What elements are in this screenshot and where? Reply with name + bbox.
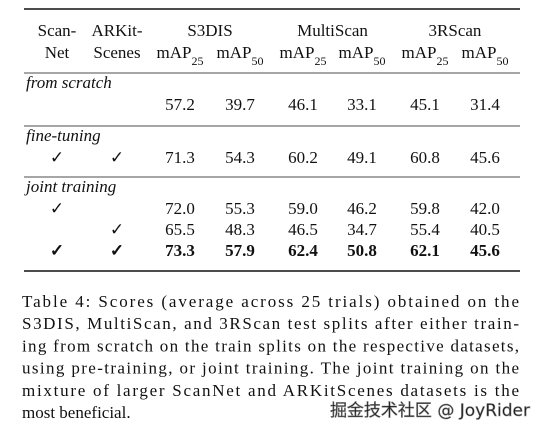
check-cell: ✓ <box>50 241 64 260</box>
score-cell: 40.5 <box>470 220 500 239</box>
metric-name: mAP <box>339 43 374 62</box>
header-cell: ARKit- <box>92 21 143 40</box>
score-cell: 54.3 <box>225 148 255 167</box>
metric-name: mAP <box>280 43 315 62</box>
score-cell: 59.8 <box>410 199 440 218</box>
header-cell: Scenes <box>93 43 140 62</box>
score-cell: 62.1 <box>410 241 440 260</box>
metric-subscript: 25 <box>314 54 326 68</box>
group-header: MultiScan <box>297 21 368 40</box>
check-cell: ✓ <box>110 241 124 260</box>
section-title: joint training <box>24 177 116 196</box>
score-cell: 59.0 <box>288 199 318 218</box>
score-cell: 65.5 <box>165 220 195 239</box>
score-cell: 46.2 <box>347 199 377 218</box>
score-cell: 31.4 <box>470 95 500 114</box>
score-cell: 73.3 <box>165 241 195 260</box>
caption-line: using pre-training, or joint training. T… <box>22 359 519 378</box>
metric-name: mAP <box>157 43 192 62</box>
score-cell: 49.1 <box>347 148 377 167</box>
metric-header: mAP50 <box>339 43 386 68</box>
score-cell: 57.9 <box>225 241 255 260</box>
check-cell: ✓ <box>110 148 124 167</box>
score-cell: 60.8 <box>410 148 440 167</box>
score-cell: 45.6 <box>470 241 500 260</box>
score-cell: 45.1 <box>410 95 440 114</box>
metric-subscript: 25 <box>436 54 448 68</box>
header-cell: Net <box>45 43 70 62</box>
metric-subscript: 50 <box>251 54 263 68</box>
watermark: 掘金技术社区 @ JoyRider <box>330 401 530 421</box>
score-cell: 62.4 <box>288 241 318 260</box>
score-cell: 72.0 <box>165 199 195 218</box>
metric-subscript: 25 <box>191 54 203 68</box>
caption-line: S3DIS, MultiScan, and 3RScan test splits… <box>22 314 519 333</box>
metric-name: mAP <box>217 43 252 62</box>
check-cell: ✓ <box>50 148 64 167</box>
score-cell: 46.5 <box>288 220 318 239</box>
check-cell: ✓ <box>50 199 64 218</box>
metric-name: mAP <box>402 43 437 62</box>
score-cell: 71.3 <box>165 148 195 167</box>
score-cell: 55.4 <box>410 220 440 239</box>
score-cell: 55.3 <box>225 199 255 218</box>
score-cell: 39.7 <box>225 95 255 114</box>
group-header: S3DIS <box>187 21 232 40</box>
header-cell: Scan- <box>38 21 77 40</box>
metric-header: mAP25 <box>402 43 449 68</box>
score-cell: 42.0 <box>470 199 500 218</box>
caption-line: ing from scratch on the train splits on … <box>22 336 519 355</box>
metric-name: mAP <box>462 43 497 62</box>
score-cell: 34.7 <box>347 220 377 239</box>
caption-line: mixture of larger ScanNet and ARKitScene… <box>22 381 519 400</box>
metric-header: mAP25 <box>157 43 204 68</box>
metric-header: mAP25 <box>280 43 327 68</box>
metric-header: mAP50 <box>462 43 509 68</box>
score-cell: 33.1 <box>347 95 377 114</box>
caption-line: Table 4: Scores (average across 25 trial… <box>22 292 519 311</box>
score-cell: 57.2 <box>165 95 195 114</box>
group-header: 3RScan <box>429 21 482 40</box>
score-cell: 46.1 <box>288 95 318 114</box>
score-cell: 50.8 <box>347 241 377 260</box>
metric-header: mAP50 <box>217 43 264 68</box>
score-cell: 48.3 <box>225 220 255 239</box>
check-cell: ✓ <box>110 220 124 239</box>
score-cell: 45.6 <box>470 148 500 167</box>
score-cell: 60.2 <box>288 148 318 167</box>
metric-subscript: 50 <box>496 54 508 68</box>
caption-line: most beneficial. <box>22 403 131 422</box>
section-title: fine-tuning <box>26 126 101 145</box>
section-title: from scratch <box>26 73 112 92</box>
metric-subscript: 50 <box>373 54 385 68</box>
